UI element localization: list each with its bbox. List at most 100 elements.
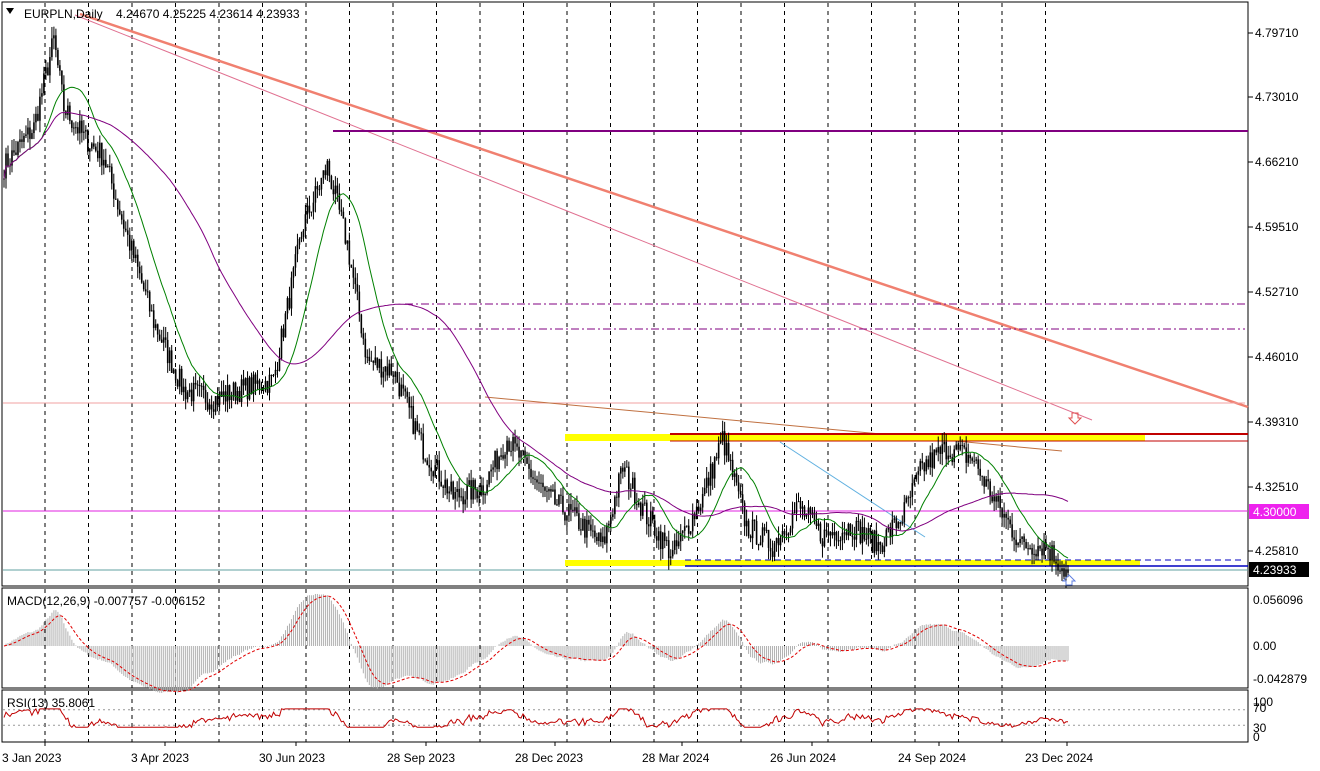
candle-body — [598, 532, 600, 542]
macd-signal-line — [3, 595, 1069, 693]
candle-body — [138, 266, 141, 274]
time-axis[interactable]: 3 Jan 2023 3 Apr 2023 30 Jun 2023 28 Sep 20… — [2, 742, 1093, 765]
candle-body — [290, 277, 293, 309]
candle-body — [53, 35, 55, 39]
main-pane[interactable] — [1, 1, 1249, 587]
candle-body — [903, 502, 906, 523]
candle-body — [524, 450, 526, 458]
candle-body — [3, 178, 5, 180]
candle-body — [81, 120, 83, 133]
candle-body — [292, 267, 295, 278]
candle-body — [1041, 548, 1043, 556]
candle-body — [705, 477, 708, 488]
candle-body — [626, 466, 628, 468]
candle-body — [394, 371, 397, 377]
rsi-tick-label: 100 — [1253, 695, 1273, 709]
candle-body — [482, 485, 484, 496]
candle-body — [208, 404, 211, 410]
candle-body — [827, 530, 830, 536]
candle-body — [843, 532, 846, 534]
candle-body — [428, 464, 431, 468]
candle-body — [548, 489, 550, 492]
candle-body — [759, 542, 762, 546]
candle-body — [739, 491, 742, 495]
candle-body — [632, 477, 634, 489]
candle-body — [120, 214, 123, 220]
candle-body — [136, 254, 139, 267]
candle-body — [727, 442, 730, 461]
candle-body — [651, 511, 654, 521]
candle-body — [977, 459, 979, 469]
candle-body — [496, 450, 498, 470]
candle-body — [576, 507, 578, 514]
rsi-title: RSI(13) 35.8061 — [7, 696, 95, 710]
candle-body — [929, 452, 932, 468]
candle-body — [1043, 542, 1045, 556]
candle-body — [11, 150, 13, 166]
candle-body — [242, 379, 245, 386]
candle-body — [206, 402, 209, 410]
candle-body — [661, 532, 664, 550]
rsi-tick-label: 0 — [1253, 730, 1260, 744]
rsi-pane[interactable] — [1, 689, 1249, 743]
candle-body — [110, 166, 113, 184]
candle-body — [226, 385, 229, 402]
candle-body — [466, 484, 468, 500]
candle-body — [853, 536, 856, 540]
candle-body — [156, 324, 159, 335]
candle-body — [406, 391, 409, 397]
candle-body — [1033, 553, 1035, 555]
candle-body — [915, 474, 918, 480]
drawing-objects[interactable] — [3, 12, 1249, 571]
candle-body — [582, 518, 584, 531]
candle-body — [304, 214, 307, 231]
candle-body — [1027, 548, 1029, 550]
candle-body — [647, 524, 650, 527]
candle-body — [228, 385, 231, 401]
candle-body — [176, 380, 179, 387]
candle-body — [13, 150, 15, 153]
candle-body — [913, 479, 916, 484]
candle-body — [452, 481, 454, 499]
candle-body — [298, 238, 301, 245]
candle-body — [765, 529, 768, 531]
candle-body — [959, 444, 962, 450]
candle-body — [248, 377, 251, 400]
candle-body — [687, 525, 690, 534]
price-tick-label: 4.79710 — [1255, 26, 1299, 40]
candle-body — [1039, 546, 1041, 549]
candle-body — [35, 113, 37, 123]
candle-body — [109, 166, 111, 168]
candle-body — [436, 460, 438, 466]
candle-body — [711, 463, 714, 479]
candle-body — [71, 120, 73, 129]
candle-body — [564, 512, 566, 521]
candle-body — [400, 384, 403, 397]
candle-body — [314, 186, 317, 203]
candle-body — [1009, 519, 1011, 525]
candle-body — [276, 369, 279, 371]
price-axis[interactable]: 4.79710 4.73010 4.66210 4.59510 4.52710 4.460… — [1248, 26, 1299, 558]
candle-body — [761, 527, 764, 543]
candle-body — [606, 525, 608, 544]
candle-body — [488, 471, 490, 485]
candle-body — [608, 523, 610, 526]
candle-body — [486, 484, 488, 494]
candle-body — [691, 513, 694, 532]
rsi-plot — [3, 707, 1245, 729]
candle-body — [146, 291, 149, 293]
candle-body — [260, 389, 263, 391]
candle-body — [180, 368, 183, 393]
candle-body — [757, 544, 760, 546]
candle-body — [905, 497, 908, 503]
candle-body — [464, 499, 466, 505]
candle-body — [468, 480, 470, 485]
candle-body — [883, 546, 886, 552]
triangle-down-icon[interactable] — [6, 8, 14, 14]
candle-body — [288, 298, 291, 309]
candle-body — [805, 513, 808, 517]
price-tick-label: 4.59510 — [1255, 220, 1299, 234]
candle-body — [55, 35, 57, 51]
candle-body — [1019, 539, 1021, 544]
